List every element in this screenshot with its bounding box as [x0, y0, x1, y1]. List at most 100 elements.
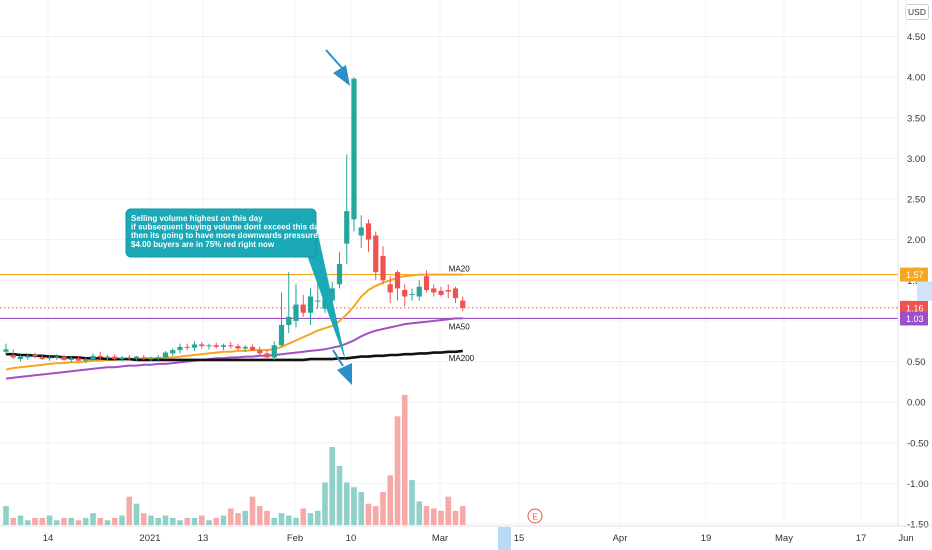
volume-bar — [155, 517, 162, 525]
x-tick-label: 2021 — [139, 533, 160, 544]
candle — [75, 355, 82, 362]
y-tick-label: 4.00 — [907, 73, 926, 84]
candle-body — [191, 344, 198, 348]
candle — [68, 356, 74, 363]
candle-body — [32, 355, 38, 357]
x-axis[interactable]: 14 2021 13 Feb 10 Mar 15 Apr 19 May 17 Jun E — [0, 508, 932, 550]
candle — [242, 345, 248, 352]
candle — [177, 343, 183, 354]
ma-label-ma50: MA50 — [449, 322, 470, 331]
volume-bar — [438, 510, 444, 525]
candle-body — [257, 350, 263, 354]
volume-bar — [256, 506, 263, 525]
volume-bar — [314, 510, 321, 525]
y-axis[interactable]: 4.504.003.503.002.502.001.501.000.500.00… — [897, 0, 929, 531]
volume-bar — [409, 480, 415, 525]
candle-body — [104, 356, 111, 359]
candle — [228, 342, 234, 349]
candle-body — [155, 357, 161, 359]
volume-bar — [293, 517, 299, 525]
candle — [409, 288, 415, 301]
candle-body — [46, 357, 53, 359]
y-tick-label: 3.00 — [907, 154, 926, 165]
candle — [300, 294, 306, 317]
candle — [271, 341, 277, 360]
volume-bar — [53, 520, 60, 525]
volume-bar — [322, 482, 328, 525]
volume-bar — [264, 510, 270, 525]
candle — [416, 280, 422, 301]
x-tick-label: 10 — [346, 533, 357, 544]
candle-body — [300, 304, 306, 313]
candle-body — [264, 353, 270, 358]
candle-body — [445, 290, 451, 292]
volume-bar — [184, 517, 191, 525]
grid — [0, 0, 907, 526]
candle — [423, 270, 430, 293]
candle-body — [39, 357, 45, 360]
candle — [141, 355, 147, 360]
candle — [17, 355, 24, 362]
currency-label[interactable]: USD — [905, 4, 929, 20]
volume-bar — [271, 517, 278, 525]
candle — [452, 286, 459, 303]
moving-averages: MA20 MA50 MA200 — [5, 265, 475, 380]
volume-bar — [133, 503, 140, 525]
callout-text-line: if subsequent buying volume dont exceed … — [131, 223, 325, 232]
y-tick-label: 0.50 — [907, 357, 926, 368]
candle-body — [162, 352, 169, 358]
candle-body — [3, 349, 9, 352]
candle — [264, 349, 270, 360]
price-badge-label: 1.16 — [906, 303, 924, 313]
volume-bar — [285, 515, 292, 525]
volume-bar — [169, 517, 176, 525]
volume-bar — [198, 515, 205, 525]
x-tick-label: 19 — [701, 533, 712, 544]
candle — [293, 284, 299, 328]
volume-bar — [97, 517, 104, 525]
volume-bar — [17, 515, 24, 525]
candle — [112, 354, 118, 360]
x-tick-label: 15 — [514, 533, 525, 544]
candle — [351, 77, 357, 232]
y-tick-label: -1.00 — [907, 479, 929, 490]
candle-body — [402, 290, 408, 297]
candle-body — [315, 300, 321, 302]
volume-bar — [445, 496, 452, 525]
candle-body — [170, 350, 176, 354]
candle-body — [10, 355, 16, 358]
arrow-down-icon — [337, 363, 352, 385]
volume-bar — [336, 465, 343, 525]
candle — [104, 355, 111, 361]
volume-bar — [220, 515, 227, 525]
volume-bar — [10, 517, 17, 525]
earnings-marker-icon — [527, 508, 543, 524]
ma-line-ma50 — [5, 317, 463, 380]
candle-body — [235, 346, 241, 349]
candle-body — [54, 356, 60, 358]
candle — [133, 355, 140, 361]
candle — [336, 251, 343, 289]
candle-body — [242, 346, 248, 349]
candle-body — [329, 288, 335, 301]
x-tick-label: 14 — [43, 533, 54, 544]
candle — [83, 357, 89, 364]
candle — [213, 342, 219, 349]
volume-bar — [68, 517, 75, 525]
candle-body — [336, 264, 343, 285]
volume-bar — [111, 517, 118, 525]
candle-body — [286, 316, 292, 325]
volume-bar — [351, 487, 357, 525]
volume-bar — [140, 513, 147, 525]
candle — [307, 288, 314, 325]
volume-bar — [416, 501, 423, 525]
price-badge — [900, 267, 928, 282]
x-tick-label: Apr — [613, 533, 628, 544]
volume-bar — [61, 517, 67, 525]
candle — [278, 292, 285, 347]
ma-line-ma20 — [5, 273, 463, 371]
volume-bar — [372, 506, 379, 525]
candle-body — [206, 345, 212, 347]
